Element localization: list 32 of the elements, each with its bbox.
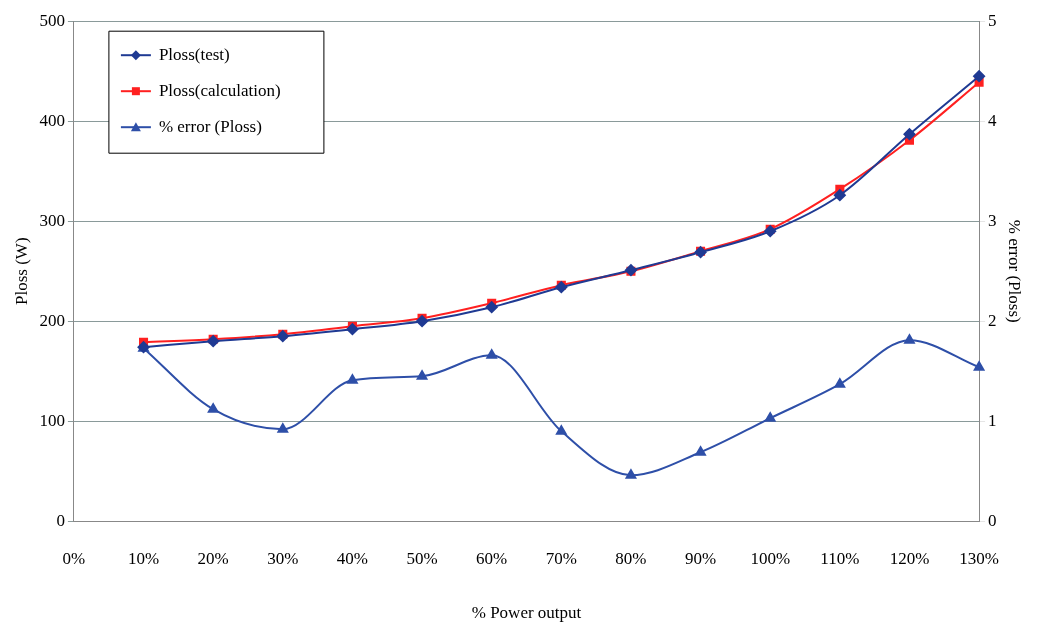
y2-tick-label: 0 [988,510,997,530]
y-tick-label: 100 [39,410,65,430]
x-axis-title: % Power output [471,603,582,623]
x-tick-label: 90% [684,548,717,568]
y2-tick-label: 5 [988,10,997,30]
x-tick-label: 50% [406,548,438,568]
y-tick-label: 0 [56,510,65,530]
x-tick-label: 40% [336,548,369,568]
y-tick-label: 300 [39,210,65,230]
x-tick-label: 130% [959,548,999,568]
x-tick-label: 60% [476,548,508,568]
x-tick-label: 0% [62,548,86,568]
x-tick-label: 30% [267,548,299,568]
y-axis-title: Ploss (W) [11,237,31,305]
x-tick-label: 80% [615,548,647,568]
x-tick-label: 120% [889,548,930,568]
y-tick-label: 400 [39,110,65,130]
x-tick-label: 70% [545,548,577,568]
legend-label: % error (Ploss) [158,116,262,136]
y2-tick-label: 1 [988,410,997,430]
y2-axis-title: % error (Ploss) [1005,219,1025,323]
y-tick-label: 200 [39,310,65,330]
legend-label: Ploss(calculation) [158,80,281,100]
x-tick-label: 110% [820,548,860,568]
legend-label: Ploss(test) [158,44,230,64]
y2-tick-label: 2 [988,310,997,330]
y-tick-label: 500 [39,10,65,30]
y2-tick-label: 3 [988,210,997,230]
x-tick-label: 20% [197,548,229,568]
x-tick-label: 10% [127,548,160,568]
y2-tick-label: 4 [988,110,998,130]
x-tick-label: 100% [750,548,791,568]
